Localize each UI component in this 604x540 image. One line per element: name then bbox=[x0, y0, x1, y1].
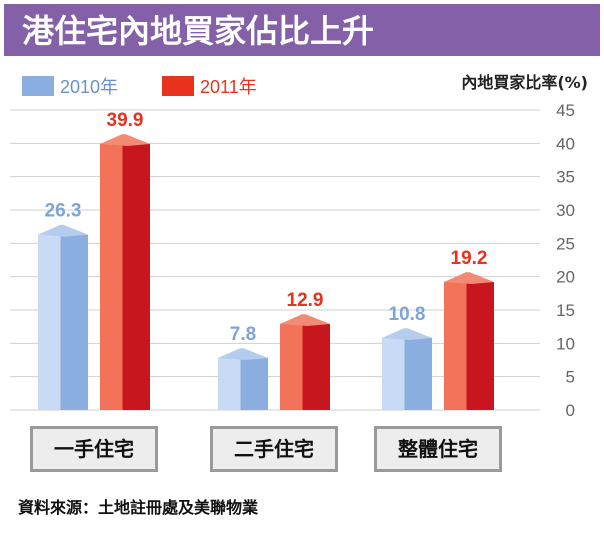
bar-2010-2 bbox=[218, 348, 268, 410]
y-tick-label: 10 bbox=[556, 334, 575, 353]
bars bbox=[38, 134, 494, 410]
category-3: 整體住宅 bbox=[374, 426, 502, 472]
legend-swatch-2010 bbox=[22, 76, 54, 96]
y-tick-label: 15 bbox=[556, 301, 575, 320]
category-label: 整體住宅 bbox=[397, 437, 478, 461]
grid bbox=[10, 109, 540, 411]
y-tick-label: 20 bbox=[556, 268, 575, 287]
bar-2011-3 bbox=[444, 272, 494, 410]
y-axis-label: 內地買家比率(%) bbox=[461, 73, 588, 92]
legend-label-2010: 2010年 bbox=[60, 77, 118, 97]
source-note: 資料來源：土地註冊處及美聯物業 bbox=[18, 498, 259, 517]
bar-2010-3 bbox=[382, 328, 432, 410]
category-2: 二手住宅 bbox=[210, 426, 338, 472]
bar-2011-2 bbox=[280, 314, 330, 410]
value-label: 7.8 bbox=[230, 324, 256, 345]
chart-title: 港住宅內地買家佔比上升 bbox=[22, 12, 374, 50]
category-labels: 一手住宅 二手住宅 整體住宅 bbox=[30, 426, 502, 472]
value-label: 26.3 bbox=[45, 201, 82, 222]
title-banner bbox=[4, 4, 600, 56]
value-label: 10.8 bbox=[389, 304, 426, 325]
legend-label-2011: 2011年 bbox=[200, 77, 257, 97]
legend-swatch-2011 bbox=[162, 76, 194, 96]
value-label: 19.2 bbox=[451, 248, 488, 269]
category-label: 一手住宅 bbox=[54, 437, 134, 461]
bar-2011-1 bbox=[100, 134, 150, 410]
value-label: 39.9 bbox=[107, 110, 144, 131]
y-axis-ticks: 0 5 10 15 20 25 30 35 40 45 bbox=[556, 101, 575, 420]
y-tick-label: 30 bbox=[556, 201, 575, 220]
y-tick-label: 5 bbox=[566, 368, 575, 387]
y-tick-label: 35 bbox=[556, 168, 575, 187]
y-tick-label: 0 bbox=[566, 401, 575, 420]
y-tick-label: 25 bbox=[556, 234, 575, 253]
y-tick-label: 45 bbox=[556, 101, 575, 120]
y-tick-label: 40 bbox=[556, 134, 575, 153]
category-label: 二手住宅 bbox=[234, 437, 314, 461]
category-1: 一手住宅 bbox=[30, 426, 158, 472]
value-label: 12.9 bbox=[287, 290, 324, 311]
value-labels: 26.3 39.9 7.8 12.9 10.8 19.2 bbox=[45, 110, 488, 345]
bar-2010-1 bbox=[38, 224, 88, 410]
